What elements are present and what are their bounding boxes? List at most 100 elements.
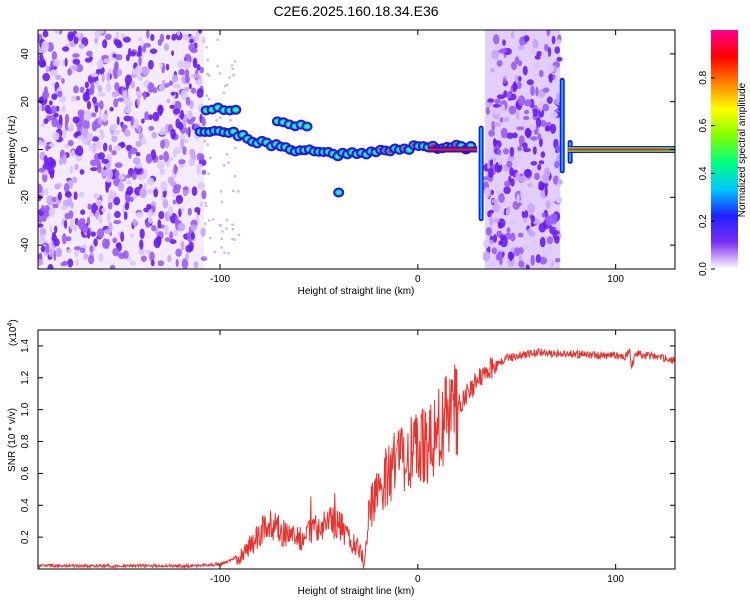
noise-speck — [231, 67, 234, 71]
noise-speck — [158, 211, 165, 220]
noise-speck — [42, 90, 50, 100]
y-tick-label: 0.4 — [20, 498, 31, 512]
noise-speck — [141, 118, 145, 124]
noise-speck — [64, 57, 68, 67]
noise-speck — [492, 234, 498, 243]
ridge-core — [231, 129, 236, 134]
noise-speck — [38, 259, 44, 266]
noise-speck — [109, 106, 114, 112]
noise-speck — [124, 74, 133, 86]
noise-speck — [94, 37, 99, 44]
noise-speck — [169, 239, 177, 245]
noise-speck — [177, 222, 186, 232]
noise-speck — [215, 119, 218, 122]
noise-speck — [79, 86, 85, 94]
noise-speck — [63, 182, 70, 193]
noise-speck — [75, 131, 82, 137]
noise-speck — [171, 74, 179, 83]
noise-speck — [523, 115, 530, 121]
noise-speck — [188, 158, 196, 167]
snr-y-multiplier-close: ) — [8, 319, 19, 322]
noise-speck — [46, 195, 54, 206]
noise-speck — [178, 69, 186, 76]
noise-speck — [515, 110, 520, 120]
noise-speck — [90, 73, 99, 78]
noise-speck — [41, 214, 47, 222]
noise-speck — [195, 79, 203, 86]
noise-speck — [86, 50, 93, 57]
noise-speck — [95, 80, 100, 89]
noise-speck — [79, 169, 85, 175]
noise-speck — [160, 139, 166, 149]
noise-speck — [86, 216, 91, 226]
noise-speck — [175, 258, 179, 268]
noise-speck — [125, 180, 132, 185]
noise-speck — [135, 152, 141, 157]
noise-speck — [94, 105, 99, 113]
noise-speck — [157, 260, 165, 267]
noise-speck — [489, 216, 494, 226]
noise-speck — [75, 258, 79, 266]
noise-speck — [183, 139, 189, 144]
noise-speck — [162, 198, 169, 209]
noise-speck — [180, 240, 185, 251]
noise-speck — [101, 207, 107, 213]
noise-speck — [157, 160, 165, 170]
noise-speck — [530, 255, 535, 266]
noise-speck — [207, 219, 211, 222]
noise-speck — [82, 119, 90, 130]
noise-speck — [94, 140, 102, 151]
noise-speck — [482, 250, 491, 262]
noise-speck — [545, 216, 553, 226]
noise-speck — [484, 187, 491, 197]
noise-speck — [225, 227, 228, 230]
noise-speck — [538, 108, 545, 118]
noise-speck — [530, 161, 538, 166]
noise-speck — [199, 201, 204, 208]
noise-speck — [117, 97, 124, 102]
noise-speck — [54, 183, 61, 190]
noise-speck — [124, 202, 130, 211]
noise-speck — [518, 260, 525, 268]
noise-speck — [75, 33, 81, 38]
noise-speck — [227, 161, 230, 164]
y-tick-label: 20 — [20, 96, 31, 108]
noise-speck — [518, 76, 522, 82]
noise-speck — [489, 239, 494, 245]
noise-speck — [193, 73, 200, 79]
noise-speck — [60, 205, 69, 211]
noise-speck — [550, 123, 557, 134]
noise-speck — [149, 48, 158, 54]
noise-speck — [221, 230, 224, 233]
noise-speck — [106, 72, 111, 82]
noise-speck — [535, 254, 541, 264]
noise-speck — [182, 33, 189, 41]
noise-speck — [517, 95, 526, 106]
noise-speck — [51, 93, 58, 100]
noise-speck — [190, 224, 198, 231]
noise-speck — [220, 246, 223, 249]
snr-frame — [37, 329, 676, 570]
noise-speck — [541, 173, 549, 184]
noise-speck — [231, 223, 234, 226]
noise-speck — [71, 65, 79, 70]
noise-speck — [102, 142, 108, 152]
colorbar-gradient — [711, 30, 738, 269]
y-tick-label: -20 — [20, 190, 31, 205]
noise-speck — [516, 193, 520, 204]
noise-speck — [523, 30, 526, 37]
noise-speck — [199, 66, 204, 74]
noise-speck — [524, 99, 532, 107]
noise-speck — [168, 80, 174, 86]
noise-speck — [220, 200, 224, 204]
noise-speck — [545, 200, 551, 210]
noise-speck — [123, 36, 131, 43]
noise-speck — [84, 57, 92, 63]
noise-speck — [546, 245, 553, 256]
noise-speck — [113, 219, 122, 225]
noise-speck — [517, 146, 522, 152]
noise-speck — [69, 165, 74, 174]
noise-speck — [530, 215, 536, 223]
noise-speck — [191, 186, 198, 197]
noise-speck — [222, 163, 226, 167]
